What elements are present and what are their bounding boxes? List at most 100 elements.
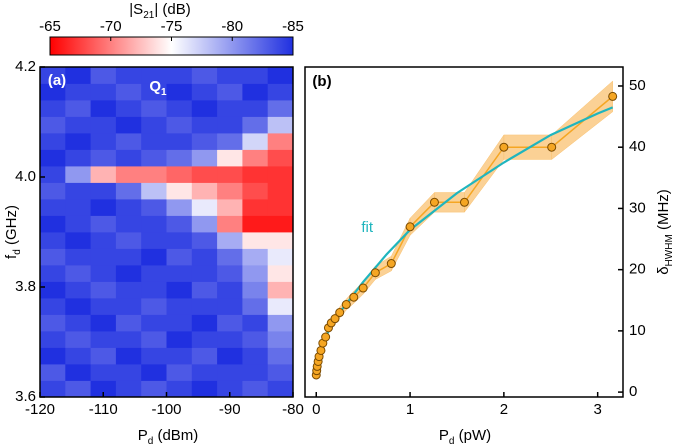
- colorbar-tick-label: -85: [282, 18, 304, 35]
- x-tick-label: -110: [89, 401, 118, 418]
- heatmap-cell: [141, 182, 167, 200]
- heatmap-cell: [267, 100, 294, 117]
- heatmap-cell: [166, 83, 193, 101]
- y-axis-label-sub: d: [12, 249, 23, 255]
- heatmap-cell: [65, 232, 91, 249]
- heatmap-cell: [65, 298, 91, 315]
- heatmap-cell: [242, 380, 269, 398]
- x-tick-label: 3: [594, 401, 602, 418]
- y-tick-label: 20: [629, 261, 646, 278]
- heatmap-cell: [191, 248, 218, 266]
- heatmap-cell: [115, 331, 142, 348]
- heatmap-cell: [191, 331, 218, 348]
- heatmap-cell: [267, 265, 294, 282]
- heatmap-cell: [40, 83, 66, 101]
- x-axis-label-unit: (pW): [454, 427, 491, 444]
- heatmap-cell: [115, 298, 142, 315]
- data-point: [335, 308, 345, 318]
- heatmap-cell: [267, 199, 294, 216]
- heatmap-cell: [40, 364, 66, 381]
- heatmap-cell: [141, 314, 167, 332]
- x-tick-label: -100: [151, 401, 181, 418]
- x-tick-label: 2: [500, 401, 508, 418]
- heatmap-cell: [267, 116, 294, 134]
- heatmap-cell: [242, 83, 269, 101]
- heatmap-cell: [217, 265, 243, 282]
- heatmap-cell: [40, 314, 66, 332]
- heatmap-cell: [141, 166, 167, 183]
- heatmap-cell: [90, 248, 117, 266]
- heatmap-cell: [65, 182, 91, 200]
- heatmap-cell: [90, 215, 117, 233]
- heatmap-cell: [267, 281, 294, 299]
- heatmap-cell: [217, 149, 243, 167]
- heatmap-cell: [191, 133, 218, 150]
- heatmap-cell: [242, 331, 269, 348]
- heatmap-cell: [191, 199, 218, 216]
- heatmap-cell: [141, 116, 167, 134]
- heatmap-cell: [166, 347, 193, 365]
- heatmap-cell: [40, 380, 66, 398]
- colorbar-tick-label: -75: [161, 18, 183, 35]
- heatmap-cell: [65, 100, 91, 117]
- heatmap-cell: [65, 215, 91, 233]
- heatmap-cell: [242, 116, 269, 134]
- heatmap-cell: [191, 182, 218, 200]
- heatmap-cell: [267, 232, 294, 249]
- heatmap-cell: [166, 215, 193, 233]
- heatmap-cell: [141, 83, 167, 101]
- heatmap-cell: [40, 133, 66, 150]
- y-tick-label: 3.6: [15, 388, 36, 405]
- heatmap-cell: [141, 265, 167, 282]
- y-axis-label-sub: HWHM: [664, 234, 675, 266]
- x-tick-label: -80: [282, 401, 304, 418]
- y-axis-label-main: δ: [655, 266, 672, 274]
- heatmap-cell: [141, 298, 167, 315]
- heatmap-cell: [90, 199, 117, 216]
- heatmap-cell: [115, 199, 142, 216]
- heatmap-cell: [90, 364, 117, 381]
- heatmap-cell: [166, 149, 193, 167]
- data-point: [547, 142, 557, 152]
- heatmap-cell: [65, 347, 91, 365]
- heatmap-cell: [141, 232, 167, 249]
- heatmap-cell: [217, 100, 243, 117]
- heatmap-cell: [267, 215, 294, 233]
- heatmap-cell: [166, 298, 193, 315]
- heatmap-cell: [65, 265, 91, 282]
- heatmap-cell: [217, 116, 243, 134]
- heatmap-cell: [166, 116, 193, 134]
- heatmap-cell: [267, 166, 294, 183]
- x-axis-label-sub: d: [449, 436, 455, 447]
- heatmap-cell: [141, 364, 167, 381]
- y-tick-label: 3.8: [15, 278, 36, 295]
- data-point: [429, 197, 439, 207]
- heatmap-cell: [242, 281, 269, 299]
- data-point: [316, 345, 326, 355]
- data-point: [330, 314, 340, 324]
- heatmap-cell: [217, 314, 243, 332]
- heatmap-cell: [166, 364, 193, 381]
- heatmap-cell: [65, 67, 91, 84]
- heatmap-cell: [115, 380, 142, 398]
- heatmap-cell: [40, 298, 66, 315]
- panel-label: (a): [48, 72, 66, 89]
- data-point: [358, 283, 368, 293]
- heatmap-cell: [90, 232, 117, 249]
- y-tick-label: 50: [629, 77, 646, 94]
- heatmap-cell: [115, 364, 142, 381]
- heatmap-cell: [40, 100, 66, 117]
- heatmap-cell: [115, 100, 142, 117]
- heatmap-cell: [242, 347, 269, 365]
- heatmap-cell: [191, 100, 218, 117]
- heatmap-cell: [191, 166, 218, 183]
- heatmap-cell: [115, 149, 142, 167]
- heatmap-cell: [191, 67, 218, 84]
- heatmap-cell: [166, 380, 193, 398]
- heatmap-cell: [166, 314, 193, 332]
- heatmap-cell: [166, 182, 193, 200]
- heatmap-cell: [115, 314, 142, 332]
- heatmap-cell: [115, 166, 142, 183]
- heatmap-cell: [90, 298, 117, 315]
